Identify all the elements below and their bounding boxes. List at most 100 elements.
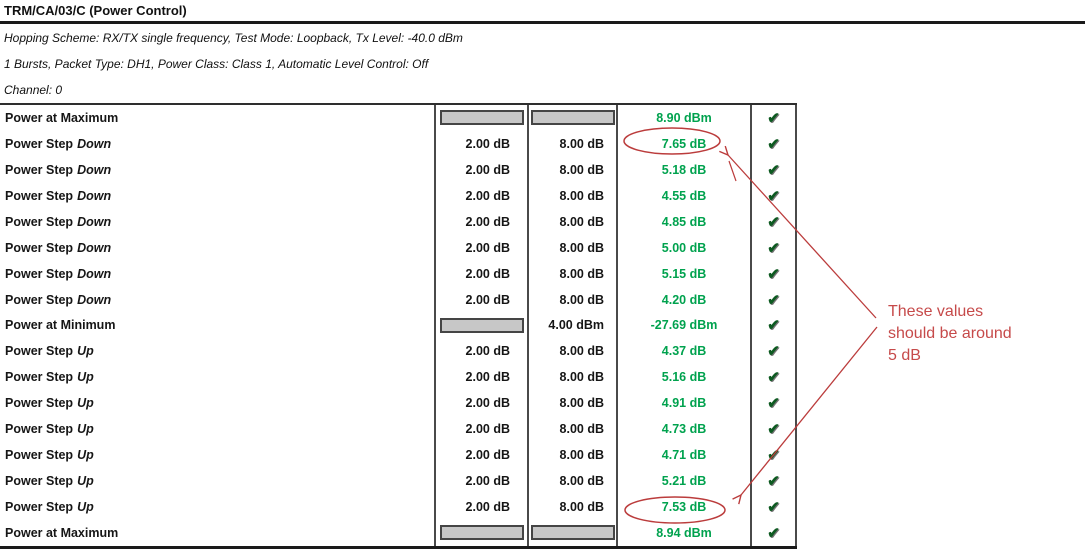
pass-check-icon: ✔ <box>752 364 797 391</box>
pass-check-icon: ✔ <box>752 130 797 157</box>
measured-value-cell: -27.69 dBm <box>618 312 752 339</box>
table-row: Power Step Up 2.00 dB 8.00 dB 7.53 dB ✔ <box>0 494 797 520</box>
measured-value-cell: 8.90 dBm <box>618 105 752 131</box>
lower-limit-cell: 2.00 dB <box>436 208 529 235</box>
measured-value-cell: 5.15 dB <box>618 260 752 287</box>
row-qualifier: Up <box>77 396 94 411</box>
measured-value-cell: 5.21 dB <box>618 468 752 495</box>
measurement-label-cell: Power Step Up <box>0 364 436 391</box>
table-row: Power Step Up 2.00 dB 8.00 dB 4.37 dB ✔ <box>0 338 797 365</box>
upper-limit-cell <box>529 520 618 546</box>
results-table: Power at Maximum 8.90 dBm ✔ Power Step D… <box>0 103 797 549</box>
lower-limit-cell <box>436 312 529 339</box>
measured-value-cell: 4.85 dB <box>618 208 752 235</box>
table-row: Power Step Up 2.00 dB 8.00 dB 5.16 dB ✔ <box>0 364 797 391</box>
row-label: Power Step <box>5 188 74 203</box>
upper-limit-cell: 8.00 dB <box>529 182 618 209</box>
measurement-label-cell: Power Step Down <box>0 260 436 287</box>
measurement-label-cell: Power Step Down <box>0 286 436 313</box>
measured-value-cell: 4.91 dB <box>618 390 752 417</box>
measurement-label-cell: Power Step Up <box>0 468 436 495</box>
lower-limit-cell <box>436 520 529 546</box>
measured-value-cell: 5.16 dB <box>618 364 752 391</box>
measurement-label-cell: Power Step Down <box>0 182 436 209</box>
upper-limit-cell: 8.00 dB <box>529 156 618 183</box>
lower-limit-cell: 2.00 dB <box>436 130 529 157</box>
row-qualifier: Down <box>77 162 112 177</box>
row-label: Power Step <box>5 240 74 255</box>
upper-limit-cell: 8.00 dB <box>529 338 618 365</box>
measured-value-cell: 4.20 dB <box>618 286 752 313</box>
upper-limit-cell: 8.00 dB <box>529 468 618 495</box>
upper-limit-cell: 8.00 dB <box>529 494 618 520</box>
row-label: Power Step <box>5 370 74 385</box>
row-label: Power Step <box>5 396 74 411</box>
upper-limit-cell: 8.00 dB <box>529 286 618 313</box>
upper-limit-cell: 4.00 dBm <box>529 312 618 339</box>
test-parameters-line-2: 1 Bursts, Packet Type: DH1, Power Class:… <box>4 57 429 71</box>
pass-check-icon: ✔ <box>752 520 797 546</box>
measurement-label-cell: Power Step Up <box>0 494 436 520</box>
measured-value-cell: 8.94 dBm <box>618 520 752 546</box>
row-qualifier: Down <box>77 188 112 203</box>
row-qualifier: Up <box>77 370 94 385</box>
blank-limit-box <box>530 525 615 541</box>
lower-limit-cell: 2.00 dB <box>436 390 529 417</box>
measurement-label-cell: Power Step Down <box>0 234 436 261</box>
pass-check-icon: ✔ <box>752 494 797 520</box>
upper-limit-cell: 8.00 dB <box>529 130 618 157</box>
table-row: Power Step Down 2.00 dB 8.00 dB 5.18 dB … <box>0 156 797 183</box>
row-label: Power Step <box>5 500 74 515</box>
pass-check-icon: ✔ <box>752 468 797 495</box>
table-row: Power Step Down 2.00 dB 8.00 dB 4.55 dB … <box>0 182 797 209</box>
table-row: Power at Maximum 8.90 dBm ✔ <box>0 105 797 131</box>
measurement-label-cell: Power Step Down <box>0 130 436 157</box>
measurement-label-cell: Power Step Up <box>0 338 436 365</box>
table-row: Power Step Up 2.00 dB 8.00 dB 4.71 dB ✔ <box>0 442 797 469</box>
pass-check-icon: ✔ <box>752 260 797 287</box>
measured-value-cell: 7.65 dB <box>618 130 752 157</box>
table-row: Power Step Down 2.00 dB 8.00 dB 5.15 dB … <box>0 260 797 287</box>
measurement-label-cell: Power Step Down <box>0 156 436 183</box>
row-label: Power Step <box>5 292 74 307</box>
row-qualifier: Down <box>77 136 112 151</box>
upper-limit-cell: 8.00 dB <box>529 390 618 417</box>
row-label: Power Step <box>5 344 74 359</box>
measurement-label-cell: Power Step Down <box>0 208 436 235</box>
upper-limit-cell: 8.00 dB <box>529 234 618 261</box>
lower-limit-cell: 2.00 dB <box>436 156 529 183</box>
row-qualifier: Down <box>77 240 112 255</box>
lower-limit-cell: 2.00 dB <box>436 364 529 391</box>
table-row: Power Step Up 2.00 dB 8.00 dB 5.21 dB ✔ <box>0 468 797 495</box>
pass-check-icon: ✔ <box>752 208 797 235</box>
test-parameters-line-3: Channel: 0 <box>4 83 63 97</box>
page-title: TRM/CA/03/C (Power Control) <box>4 3 187 18</box>
lower-limit-cell: 2.00 dB <box>436 286 529 313</box>
row-label: Power Step <box>5 474 74 489</box>
upper-limit-cell: 8.00 dB <box>529 416 618 443</box>
lower-limit-cell: 2.00 dB <box>436 182 529 209</box>
table-row: Power Step Down 2.00 dB 8.00 dB 7.65 dB … <box>0 130 797 157</box>
table-row: Power Step Up 2.00 dB 8.00 dB 4.91 dB ✔ <box>0 390 797 417</box>
row-label: Power at Maximum <box>5 525 119 540</box>
measurement-label-cell: Power at Maximum <box>0 105 436 131</box>
measured-value-cell: 5.00 dB <box>618 234 752 261</box>
row-label: Power Step <box>5 422 74 437</box>
table-row: Power at Minimum 4.00 dBm -27.69 dBm ✔ <box>0 312 797 339</box>
measurement-label-cell: Power Step Up <box>0 416 436 443</box>
row-label: Power Step <box>5 448 74 463</box>
blank-limit-box <box>439 525 524 541</box>
note-line: should be around <box>888 325 1012 342</box>
upper-limit-cell: 8.00 dB <box>529 260 618 287</box>
lower-limit-cell <box>436 105 529 131</box>
lower-limit-cell: 2.00 dB <box>436 338 529 365</box>
lower-limit-cell: 2.00 dB <box>436 416 529 443</box>
row-label: Power Step <box>5 214 74 229</box>
lower-limit-cell: 2.00 dB <box>436 234 529 261</box>
row-label: Power at Maximum <box>5 110 119 125</box>
blank-limit-box <box>439 317 524 333</box>
measurement-label-cell: Power at Minimum <box>0 312 436 339</box>
note-line: These values <box>888 303 984 320</box>
row-label: Power Step <box>5 266 74 281</box>
